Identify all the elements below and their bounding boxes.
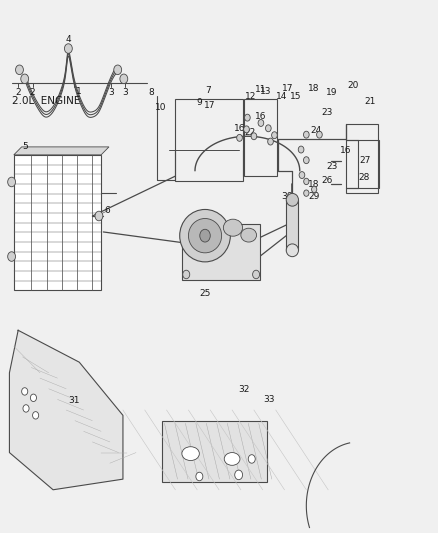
Text: 27: 27 [360,156,371,165]
Text: 18: 18 [308,180,320,189]
Text: 30: 30 [281,192,293,201]
Bar [346,124,378,193]
Text: 16: 16 [255,111,266,120]
Text: 7: 7 [205,85,211,94]
Circle shape [244,114,250,121]
Ellipse shape [180,209,230,262]
Text: 3: 3 [122,88,128,97]
Ellipse shape [241,228,257,242]
Circle shape [235,470,243,480]
Circle shape [298,146,304,153]
Text: 14: 14 [276,92,287,101]
Circle shape [15,65,23,75]
Bar [286,200,298,251]
Circle shape [299,172,305,179]
Circle shape [244,126,249,133]
Text: 4: 4 [66,35,71,44]
Text: 3: 3 [108,88,113,97]
Text: 9: 9 [197,98,202,107]
Circle shape [311,186,317,192]
Circle shape [64,44,72,53]
Ellipse shape [223,219,243,236]
Text: 17: 17 [204,101,215,110]
Text: 16: 16 [234,124,245,133]
Text: 23: 23 [326,162,337,171]
Text: 22: 22 [245,128,256,137]
Circle shape [265,125,271,132]
Text: 20: 20 [348,81,359,90]
Ellipse shape [286,244,298,257]
Ellipse shape [188,219,222,253]
Circle shape [253,270,260,279]
Circle shape [268,138,273,145]
Circle shape [23,405,29,412]
Text: 19: 19 [326,87,337,96]
Circle shape [8,177,15,187]
Circle shape [183,270,190,279]
Text: 25: 25 [199,288,211,297]
Circle shape [95,211,103,221]
Text: 23: 23 [321,108,333,117]
Circle shape [30,394,36,401]
Circle shape [272,132,277,139]
Text: 32: 32 [239,385,250,394]
Text: 24: 24 [311,126,322,135]
Bar [162,421,267,482]
Bar [358,140,379,188]
Text: 33: 33 [264,395,275,404]
Circle shape [304,131,309,138]
Circle shape [304,178,309,184]
Circle shape [248,455,255,463]
Bar [175,99,243,181]
Text: 1: 1 [75,86,81,95]
Circle shape [304,190,309,196]
Ellipse shape [224,453,240,465]
Text: 5: 5 [22,142,28,151]
Text: 29: 29 [308,192,320,201]
Ellipse shape [182,447,199,461]
Text: 8: 8 [148,87,154,96]
Ellipse shape [286,193,298,206]
Text: 26: 26 [321,176,333,185]
Text: 2: 2 [30,88,35,97]
Bar [182,224,261,280]
Text: 21: 21 [364,97,375,106]
Circle shape [200,229,210,242]
Text: 2: 2 [15,88,21,97]
Text: 11: 11 [255,85,266,94]
Circle shape [32,411,39,419]
Text: 12: 12 [245,92,256,101]
Bar [244,99,277,176]
Text: 31: 31 [68,396,80,405]
Circle shape [8,252,15,261]
Circle shape [258,119,264,126]
Text: 17: 17 [282,84,294,93]
Polygon shape [14,147,109,155]
Circle shape [304,157,309,164]
Polygon shape [14,155,101,290]
Text: 18: 18 [308,84,320,93]
Circle shape [251,133,257,140]
Text: 10: 10 [155,102,166,111]
Circle shape [237,134,242,141]
Text: 13: 13 [261,86,272,95]
Polygon shape [10,330,123,490]
Polygon shape [182,231,261,280]
Circle shape [196,472,203,481]
Circle shape [21,387,28,395]
Circle shape [120,74,128,84]
Text: 2.0L  ENGINE: 2.0L ENGINE [12,95,80,106]
Text: 28: 28 [359,173,370,182]
Circle shape [317,131,322,138]
Circle shape [21,74,28,84]
Text: 16: 16 [340,146,351,155]
Circle shape [114,65,122,75]
Text: 15: 15 [290,92,301,101]
Text: 6: 6 [105,206,110,215]
